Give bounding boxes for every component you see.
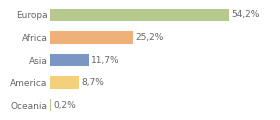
Bar [50, 76, 79, 89]
Text: 25,2%: 25,2% [136, 33, 164, 42]
Text: 8,7%: 8,7% [81, 78, 104, 87]
Bar [50, 99, 51, 111]
Text: 0,2%: 0,2% [53, 101, 76, 110]
Bar [50, 9, 229, 21]
Text: 54,2%: 54,2% [231, 10, 259, 19]
Bar [50, 31, 133, 44]
Text: 11,7%: 11,7% [91, 56, 120, 65]
Bar [50, 54, 89, 66]
